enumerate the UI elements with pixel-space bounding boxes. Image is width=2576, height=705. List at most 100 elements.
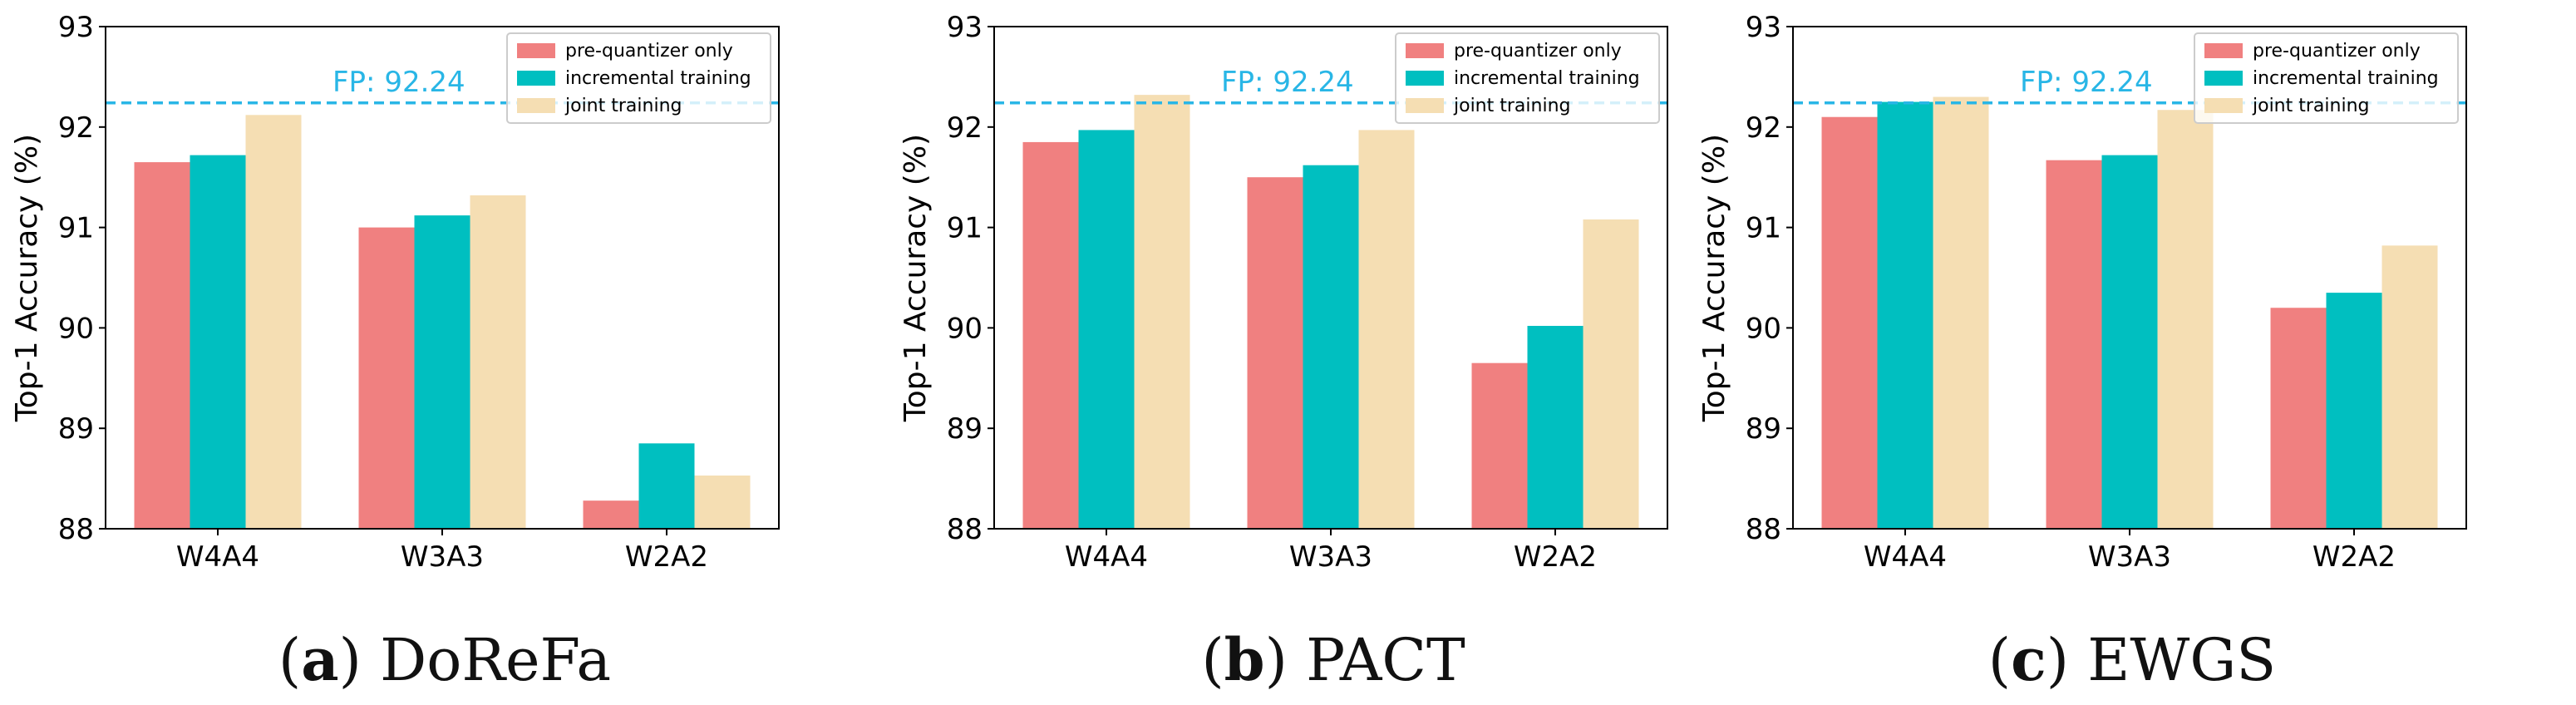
y-tick-label: 88 xyxy=(1746,513,1781,546)
legend-box xyxy=(506,32,771,124)
legend-label: incremental training xyxy=(565,68,751,89)
fp-reference-label: FP: 92.24 xyxy=(332,66,465,99)
x-tick-label: W3A3 xyxy=(2088,540,2171,574)
y-tick-label: 93 xyxy=(58,11,94,44)
y-tick-label: 88 xyxy=(58,513,94,546)
y-tick-label: 89 xyxy=(58,412,94,446)
y-tick-label: 92 xyxy=(58,111,94,145)
caption-name: EWGS xyxy=(2087,626,2277,694)
y-tick-label: 93 xyxy=(947,11,983,44)
legend-swatch xyxy=(517,71,555,86)
bar-pre-quantizer-only-w2a2 xyxy=(583,500,639,529)
bar-incremental-training-w3a3 xyxy=(414,215,470,529)
bar-pre-quantizer-only-w4a4 xyxy=(1821,116,1878,529)
legend-swatch xyxy=(517,98,555,113)
legend-label: pre-quantizer only xyxy=(565,41,733,62)
y-tick-label: 91 xyxy=(1746,212,1781,245)
x-tick-label: W4A4 xyxy=(1065,540,1148,574)
legend-swatch xyxy=(1406,71,1444,86)
legend-swatch xyxy=(2204,43,2243,58)
bar-joint-training-w4a4 xyxy=(245,115,302,529)
x-tick-label: W3A3 xyxy=(401,540,484,574)
panel-ewgs: W4A4 W3A3 W2A2 FP: 92.24 88 89 90 91 92 93 Top-1 A… xyxy=(1687,0,2576,705)
y-tick-label: 92 xyxy=(1746,111,1781,145)
bar-incremental-training-w3a3 xyxy=(1303,165,1359,530)
chart-ewgs: W4A4 W3A3 W2A2 FP: 92.24 88 89 90 91 92 93 Top-1 A… xyxy=(1697,11,2467,574)
x-tick-label: W2A2 xyxy=(1514,540,1597,574)
legend-label: pre-quantizer only xyxy=(2253,41,2421,62)
caption-name: PACT xyxy=(1306,626,1465,694)
bar-pre-quantizer-only-w2a2 xyxy=(1471,362,1528,529)
x-tick-label: W4A4 xyxy=(1864,540,1947,574)
legend-label: pre-quantizer only xyxy=(1454,41,1622,62)
legend-label: joint training xyxy=(564,96,682,116)
legend-swatch xyxy=(517,43,555,58)
bar-pre-quantizer-only-w4a4 xyxy=(1022,141,1079,530)
legend-label: joint training xyxy=(2252,96,2369,116)
caption-letter: a xyxy=(301,625,339,694)
chart-dorefa: W4A4 W3A3 W2A2 FP: 92.24 88 89 90 91 92 93 Top-1 A… xyxy=(10,11,780,574)
y-tick-label: 90 xyxy=(58,312,94,345)
caption-letter: c xyxy=(2011,625,2047,694)
bar-joint-training-w3a3 xyxy=(1358,130,1415,529)
legend-box xyxy=(1395,32,1660,124)
bar-joint-training-w2a2 xyxy=(1583,219,1639,529)
caption-letter: b xyxy=(1224,625,1265,694)
chart-pact: W4A4 W3A3 W2A2 FP: 92.24 88 89 90 91 92 93 Top-1 A… xyxy=(899,11,1668,574)
bar-joint-training-w2a2 xyxy=(694,475,751,529)
y-tick-label: 90 xyxy=(1746,312,1781,345)
bar-joint-training-w3a3 xyxy=(2157,110,2214,530)
bar-pre-quantizer-only-w3a3 xyxy=(1247,177,1303,529)
legend-swatch xyxy=(1406,98,1444,113)
bar-pre-quantizer-only-w3a3 xyxy=(2046,160,2102,529)
y-tick-label: 91 xyxy=(947,212,983,245)
bar-incremental-training-w4a4 xyxy=(1078,130,1135,529)
bar-joint-training-w2a2 xyxy=(2381,245,2438,529)
x-tick-label: W2A2 xyxy=(625,540,708,574)
axes-frame xyxy=(105,26,780,530)
legend-swatch xyxy=(2204,98,2243,113)
y-tick-label: 88 xyxy=(947,513,983,546)
y-axis-label: Top-1 Accuracy (%) xyxy=(10,134,44,422)
x-tick-label: W2A2 xyxy=(2312,540,2396,574)
y-tick-label: 89 xyxy=(1746,412,1781,446)
bar-joint-training-w4a4 xyxy=(1933,96,1989,529)
y-tick-label: 90 xyxy=(947,312,983,345)
bar-incremental-training-w4a4 xyxy=(190,155,246,529)
panel-pact: W4A4 W3A3 W2A2 FP: 92.24 88 89 90 91 92 93 Top-1 A… xyxy=(889,0,1778,705)
y-tick-label: 89 xyxy=(947,412,983,446)
caption-pact: (b) PACT xyxy=(1201,625,1465,694)
axes-frame xyxy=(1792,26,2467,530)
y-axis-label: Top-1 Accuracy (%) xyxy=(899,134,933,422)
legend-swatch xyxy=(1406,43,1444,58)
bar-joint-training-w3a3 xyxy=(470,195,526,529)
panel-dorefa: W4A4 W3A3 W2A2 FP: 92.24 88 89 90 91 92 93 Top-1 A… xyxy=(0,0,889,705)
bar-pre-quantizer-only-w3a3 xyxy=(358,227,415,529)
bar-incremental-training-w4a4 xyxy=(1877,101,1933,530)
bar-incremental-training-w2a2 xyxy=(2326,293,2382,529)
bar-incremental-training-w3a3 xyxy=(2101,155,2158,529)
caption-dorefa: (a) DoReFa xyxy=(278,625,612,694)
bar-incremental-training-w2a2 xyxy=(1527,325,1584,529)
axes-frame xyxy=(993,26,1668,530)
fp-reference-label: FP: 92.24 xyxy=(2020,66,2153,99)
x-tick-label: W4A4 xyxy=(176,540,259,574)
caption-ewgs: (c) EWGS xyxy=(1987,625,2277,694)
legend-box xyxy=(2194,32,2459,124)
legend-label: incremental training xyxy=(2253,68,2439,89)
bar-joint-training-w4a4 xyxy=(1134,95,1190,530)
y-tick-label: 93 xyxy=(1746,11,1781,44)
legend-label: incremental training xyxy=(1454,68,1640,89)
y-tick-label: 91 xyxy=(58,212,94,245)
legend-label: joint training xyxy=(1453,96,1570,116)
bar-pre-quantizer-only-w4a4 xyxy=(134,162,190,529)
y-tick-label: 92 xyxy=(947,111,983,145)
x-tick-label: W3A3 xyxy=(1289,540,1372,574)
bar-pre-quantizer-only-w2a2 xyxy=(2270,308,2327,529)
y-axis-label: Top-1 Accuracy (%) xyxy=(1697,134,1731,422)
bar-incremental-training-w2a2 xyxy=(638,443,695,529)
legend-swatch xyxy=(2204,71,2243,86)
fp-reference-label: FP: 92.24 xyxy=(1221,66,1354,99)
caption-name: DoReFa xyxy=(380,626,612,694)
